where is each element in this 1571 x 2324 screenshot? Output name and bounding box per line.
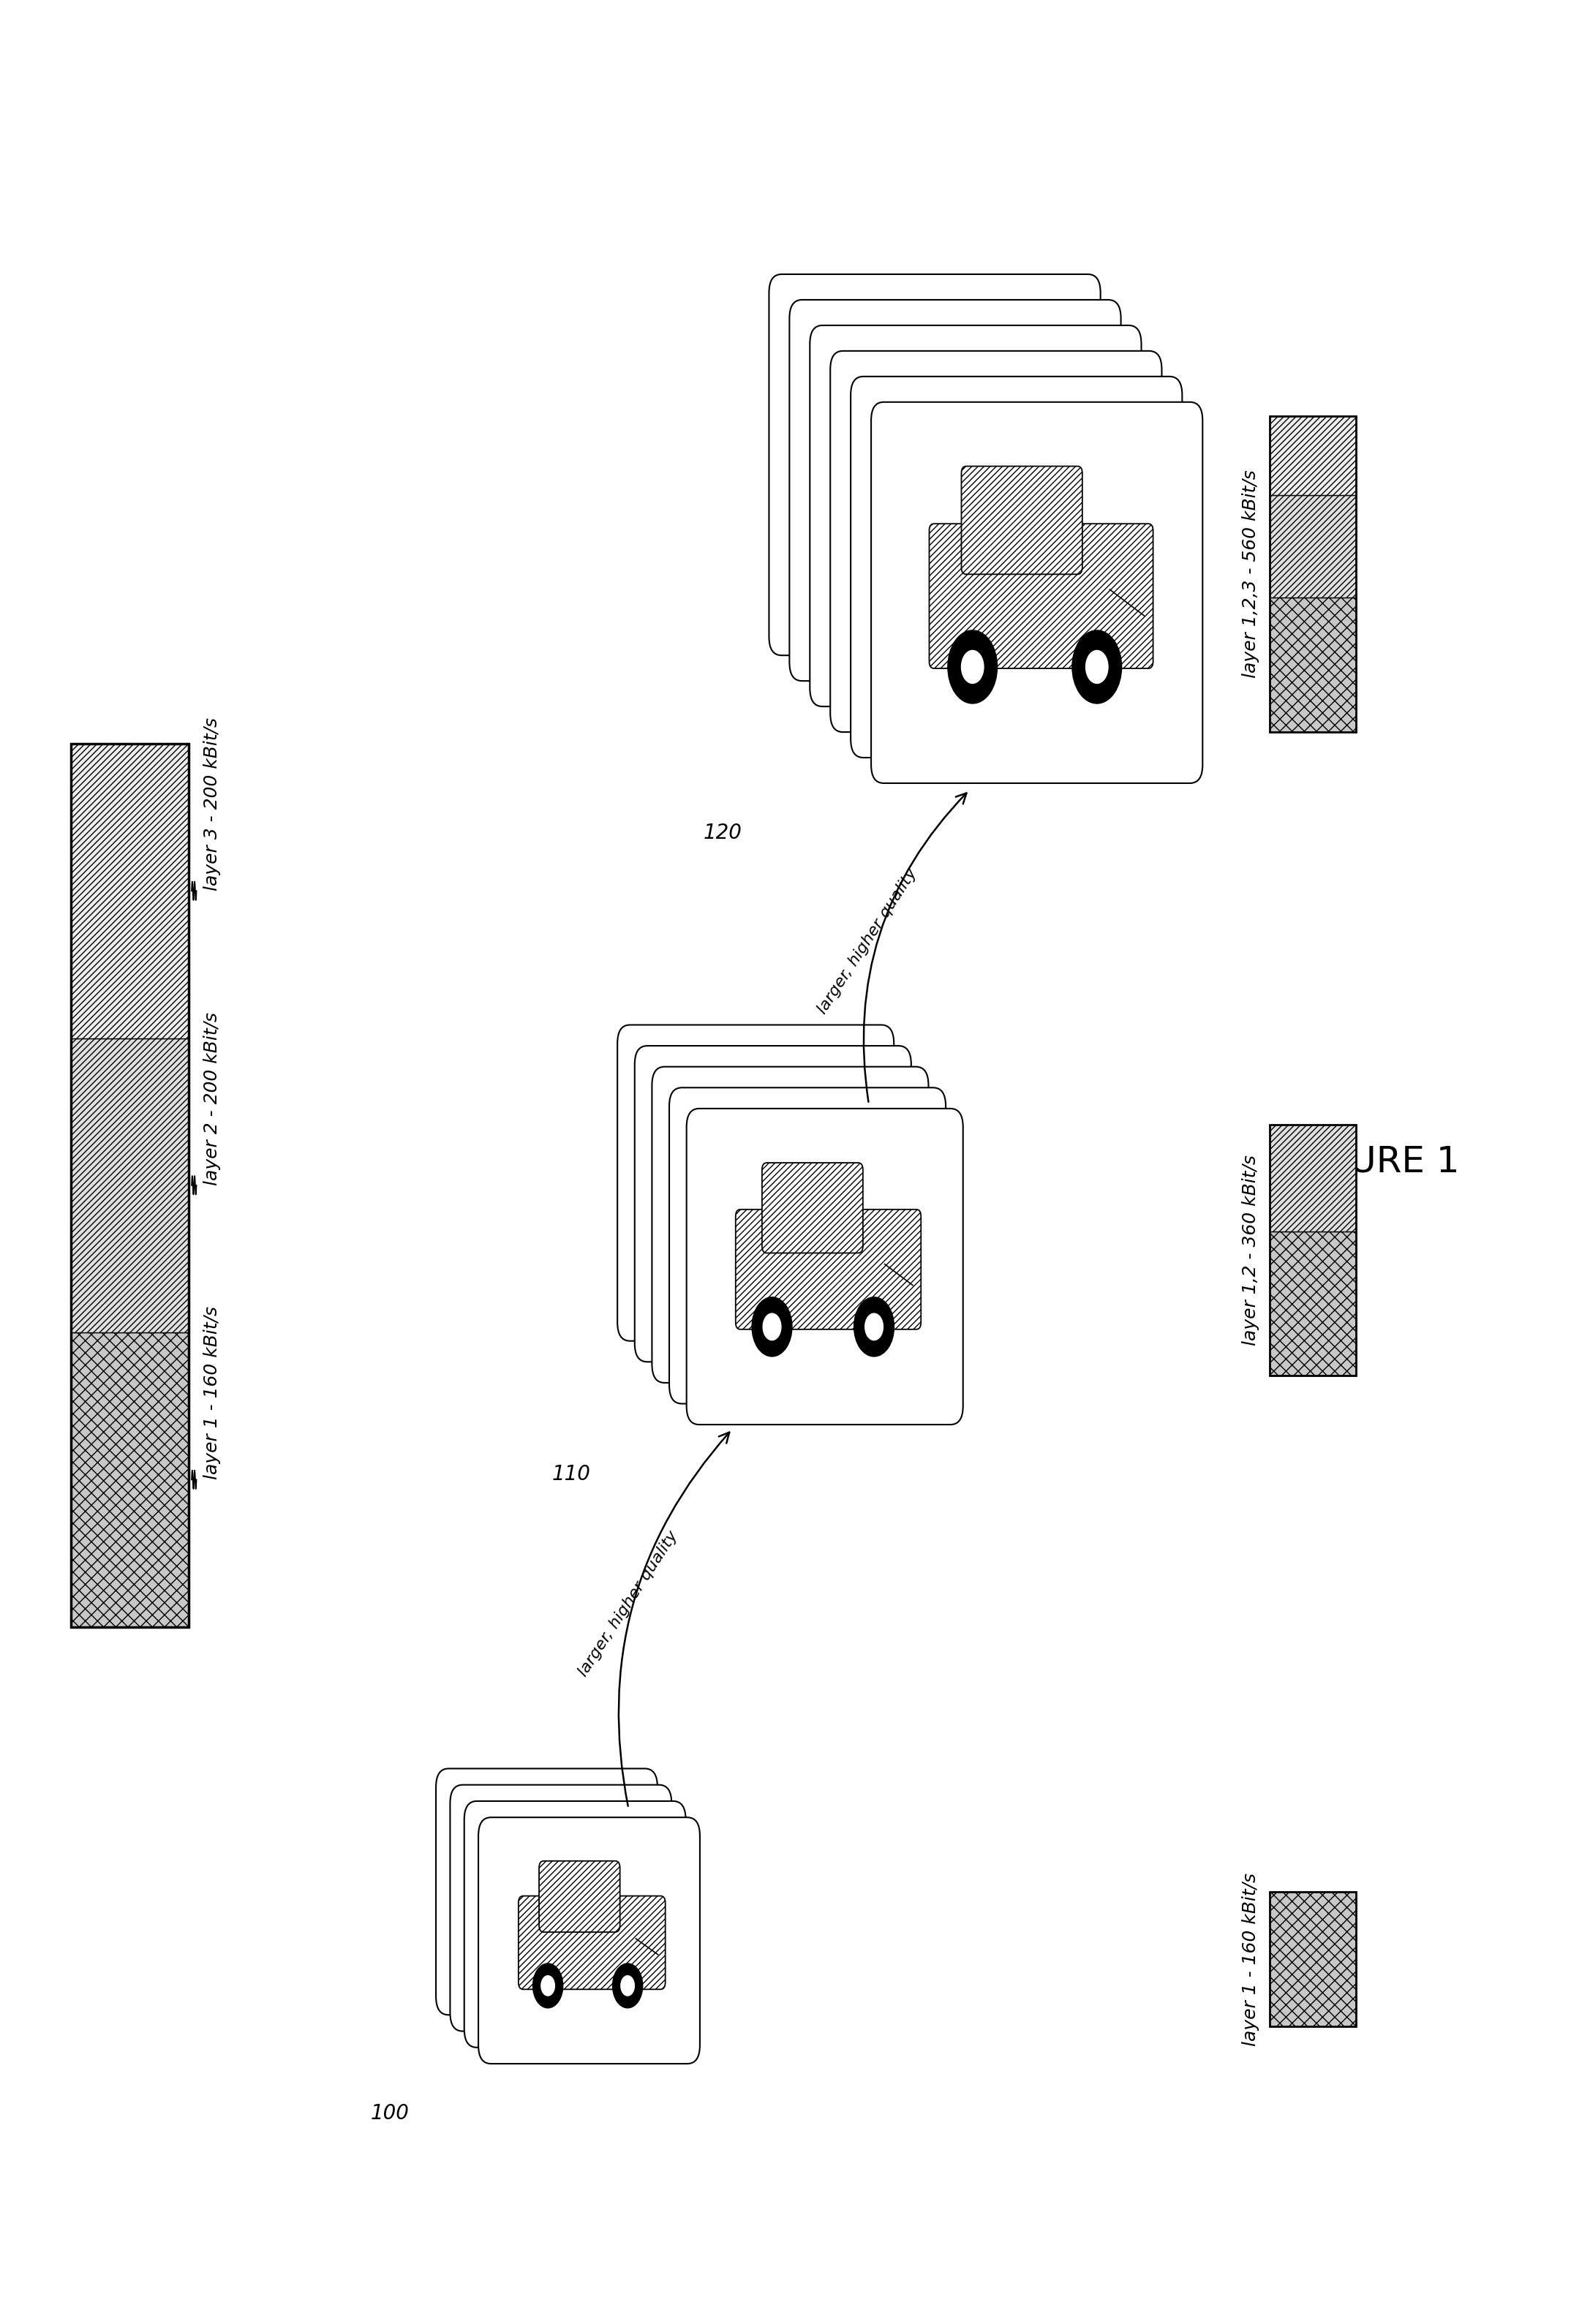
Circle shape — [1071, 630, 1122, 704]
FancyBboxPatch shape — [465, 1801, 685, 2047]
FancyBboxPatch shape — [762, 1162, 862, 1253]
Text: layer 3 - 200 kBit/s: layer 3 - 200 kBit/s — [203, 718, 222, 890]
Text: larger, higher quality: larger, higher quality — [815, 867, 919, 1016]
FancyBboxPatch shape — [851, 376, 1181, 758]
FancyBboxPatch shape — [652, 1067, 928, 1383]
FancyBboxPatch shape — [478, 1817, 701, 2064]
FancyBboxPatch shape — [768, 274, 1100, 655]
FancyBboxPatch shape — [735, 1208, 921, 1329]
FancyBboxPatch shape — [539, 1862, 621, 1931]
Bar — [1269, 1232, 1356, 1376]
Text: layer 1 - 160 kBit/s: layer 1 - 160 kBit/s — [1241, 1873, 1260, 2045]
Text: layer 2 - 200 kBit/s: layer 2 - 200 kBit/s — [203, 1011, 222, 1185]
FancyBboxPatch shape — [687, 1109, 963, 1425]
Bar — [1269, 597, 1356, 732]
Text: 120: 120 — [704, 823, 742, 844]
Circle shape — [621, 1975, 635, 1996]
FancyBboxPatch shape — [811, 325, 1141, 706]
Bar — [1269, 416, 1356, 495]
Circle shape — [540, 1975, 555, 1996]
Circle shape — [533, 1964, 562, 2008]
Bar — [1269, 416, 1356, 732]
FancyArrowPatch shape — [619, 1432, 729, 1806]
Bar — [1269, 1125, 1356, 1232]
Circle shape — [947, 630, 998, 704]
FancyArrowPatch shape — [864, 792, 966, 1102]
Bar — [1269, 495, 1356, 597]
Text: larger, higher quality: larger, higher quality — [577, 1529, 680, 1678]
Text: layer 1,2,3 - 560 kBit/s: layer 1,2,3 - 560 kBit/s — [1241, 469, 1260, 679]
FancyBboxPatch shape — [518, 1896, 666, 1989]
FancyBboxPatch shape — [617, 1025, 894, 1341]
Circle shape — [961, 651, 983, 683]
FancyBboxPatch shape — [635, 1046, 911, 1362]
Bar — [1269, 1892, 1356, 2027]
Text: 110: 110 — [551, 1464, 591, 1485]
FancyBboxPatch shape — [961, 467, 1082, 574]
FancyBboxPatch shape — [928, 523, 1153, 669]
Bar — [1269, 1892, 1356, 2027]
Circle shape — [613, 1964, 643, 2008]
Bar — [71, 744, 189, 1627]
Circle shape — [1086, 651, 1108, 683]
FancyBboxPatch shape — [829, 351, 1163, 732]
Circle shape — [866, 1313, 883, 1341]
FancyBboxPatch shape — [669, 1088, 946, 1404]
FancyBboxPatch shape — [435, 1769, 657, 2015]
FancyBboxPatch shape — [789, 300, 1122, 681]
Bar — [71, 1332, 189, 1627]
Bar — [71, 744, 189, 1039]
Text: layer 1 - 160 kBit/s: layer 1 - 160 kBit/s — [203, 1306, 222, 1480]
FancyBboxPatch shape — [870, 402, 1203, 783]
Bar — [1269, 1125, 1356, 1376]
FancyBboxPatch shape — [449, 1785, 672, 2031]
Bar — [71, 1039, 189, 1332]
Circle shape — [855, 1297, 894, 1357]
Text: 100: 100 — [371, 2103, 408, 2124]
Text: layer 1,2 - 360 kBit/s: layer 1,2 - 360 kBit/s — [1241, 1155, 1260, 1346]
Circle shape — [764, 1313, 781, 1341]
Text: FIGURE 1: FIGURE 1 — [1290, 1143, 1459, 1181]
Circle shape — [753, 1297, 792, 1357]
